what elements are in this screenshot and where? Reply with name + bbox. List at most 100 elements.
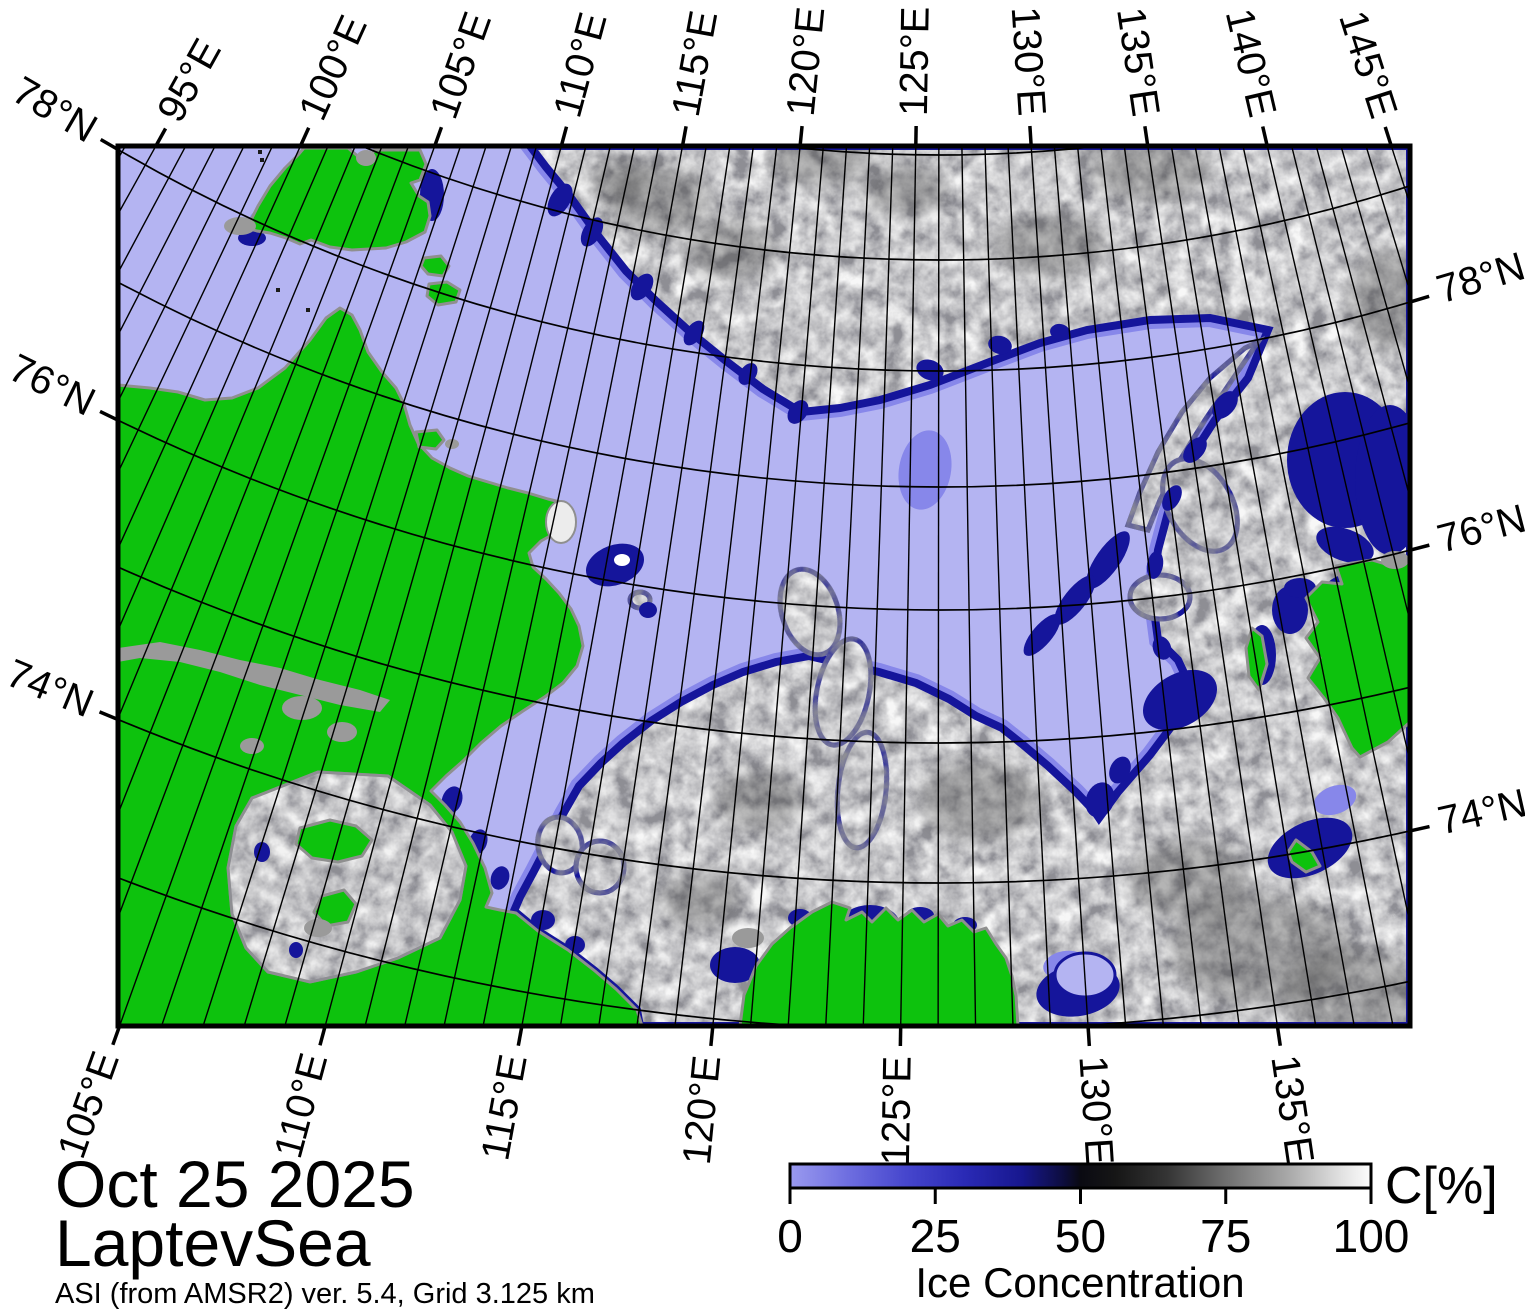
lat-label-left: 78°N: [5, 68, 104, 151]
axis-tick: [433, 126, 444, 147]
ice-edge-blob: [547, 183, 573, 217]
lat-label-right: 78°N: [1432, 244, 1525, 312]
colorbar-ticks: [788, 1188, 1373, 1204]
ice-edge-blob: [710, 947, 760, 983]
land-lena-delta: [738, 900, 1020, 1024]
meridian-line: [120, 148, 435, 1024]
date-title: Oct 25 2025: [55, 1147, 415, 1221]
meridian-line: [787, 148, 848, 1024]
ice-edge-blob: [1086, 531, 1130, 589]
meridian-line: [961, 148, 977, 1024]
lon-label-bottom: 135°E: [1262, 1052, 1321, 1167]
land-islet: [1244, 626, 1269, 692]
parallel-line: [120, 149, 1408, 372]
ice-edge-blob: [580, 217, 604, 247]
source-note: ASI (from AMSR2) ver. 5.4, Grid 3.125 km: [55, 1278, 595, 1310]
lon-label-top: 100°E: [291, 9, 376, 127]
meridian-line: [1194, 148, 1355, 1024]
axis-tick: [1409, 294, 1430, 304]
meridian-line: [1218, 148, 1394, 1024]
lon-label-bottom: 130°E: [1070, 1054, 1121, 1166]
meridian-line: [984, 148, 1014, 1024]
colorbar: 0 25 50 75 100 C[%] Ice Concentration: [777, 1157, 1497, 1306]
ice-edge-blob: [1109, 756, 1131, 784]
ice-edge-blob: [1212, 391, 1238, 419]
ice-edge-blob: [683, 320, 705, 346]
ice-edge-blob: [565, 936, 585, 954]
axis-tick: [99, 409, 119, 422]
axis-tick: [99, 137, 119, 152]
lon-label-top: 110°E: [545, 8, 615, 122]
meridian-line: [1242, 148, 1408, 918]
lat-label-right: 74°N: [1434, 781, 1525, 843]
parallel-line: [120, 281, 1408, 488]
meridian-line: [120, 148, 328, 628]
meridian-line: [937, 148, 940, 1024]
ice-edge-blob: [639, 602, 657, 618]
ice-edge-blob: [490, 866, 510, 890]
tundra-patch: [240, 738, 264, 754]
meridian-line: [712, 148, 801, 1024]
colorbar-tick-label: 100: [1333, 1210, 1410, 1262]
low-ice-patch: [1313, 784, 1357, 816]
ice-edge-blob: [585, 543, 645, 587]
lat-label-right: 76°N: [1433, 497, 1525, 562]
meridian-line: [636, 148, 754, 1024]
meridian-line: [1266, 148, 1408, 757]
ice-edge-blob: [531, 910, 555, 930]
axis-tick: [680, 126, 688, 147]
axis-tick: [1383, 126, 1393, 147]
meridian-line: [443, 148, 635, 1024]
lon-label-top: 140°E: [1217, 5, 1285, 122]
meridian-line: [1291, 148, 1408, 616]
ice-floe: [614, 554, 630, 566]
axis-tick: [111, 1025, 122, 1046]
parallel-line: [120, 419, 1408, 611]
meridian-line: [364, 148, 587, 1024]
meridian-line: [1100, 148, 1202, 1024]
axis-tick: [1143, 125, 1150, 147]
meridian-line: [1340, 148, 1408, 385]
lon-label-top: 130°E: [1003, 5, 1054, 117]
axis-tick: [709, 1025, 715, 1047]
ice-edge-blob: [289, 942, 303, 958]
meridian-line: [900, 148, 917, 1024]
axis-ticks: [98, 125, 1430, 1047]
lon-label-top: 135°E: [1108, 5, 1167, 120]
parallel-line: [120, 566, 1408, 744]
parallel-line: [794, 148, 1086, 156]
meridian-line: [598, 148, 731, 1024]
ice-edge-blob: [988, 335, 1012, 355]
lon-label-top: 145°E: [1330, 6, 1405, 124]
colorbar-tick-label: 25: [910, 1210, 961, 1262]
axis-tick: [1275, 1025, 1283, 1047]
meridian-line: [1007, 148, 1052, 1024]
ice-floe: [777, 566, 843, 658]
land-island-east: [1304, 558, 1408, 759]
axis-tick: [1409, 543, 1430, 552]
meridian-line: [324, 148, 562, 1024]
meridian-line: [120, 148, 356, 716]
ice-edge-blob: [1183, 437, 1207, 463]
tundra-patch: [356, 150, 376, 166]
land-islet: [414, 428, 446, 451]
tundra-patch: [282, 696, 322, 720]
meridian-line: [120, 148, 301, 546]
meridian-line: [404, 148, 611, 1024]
map-speck: [276, 288, 280, 292]
meridian-line: [1077, 148, 1164, 1024]
axis-tick: [298, 127, 311, 147]
map-frame: [115, 143, 1413, 1029]
meridian-line: [862, 148, 894, 1024]
ice-dark-mottling: [590, 148, 1408, 1024]
parallel-line: [365, 148, 1408, 261]
lon-label-bottom: 120°E: [675, 1053, 730, 1166]
axis-tick: [516, 1025, 524, 1046]
lon-label-top: 105°E: [422, 7, 500, 125]
map-speck: [258, 150, 262, 154]
meridian-line: [521, 148, 683, 1024]
meridian-line: [161, 148, 461, 1024]
land-islet: [1286, 838, 1322, 874]
